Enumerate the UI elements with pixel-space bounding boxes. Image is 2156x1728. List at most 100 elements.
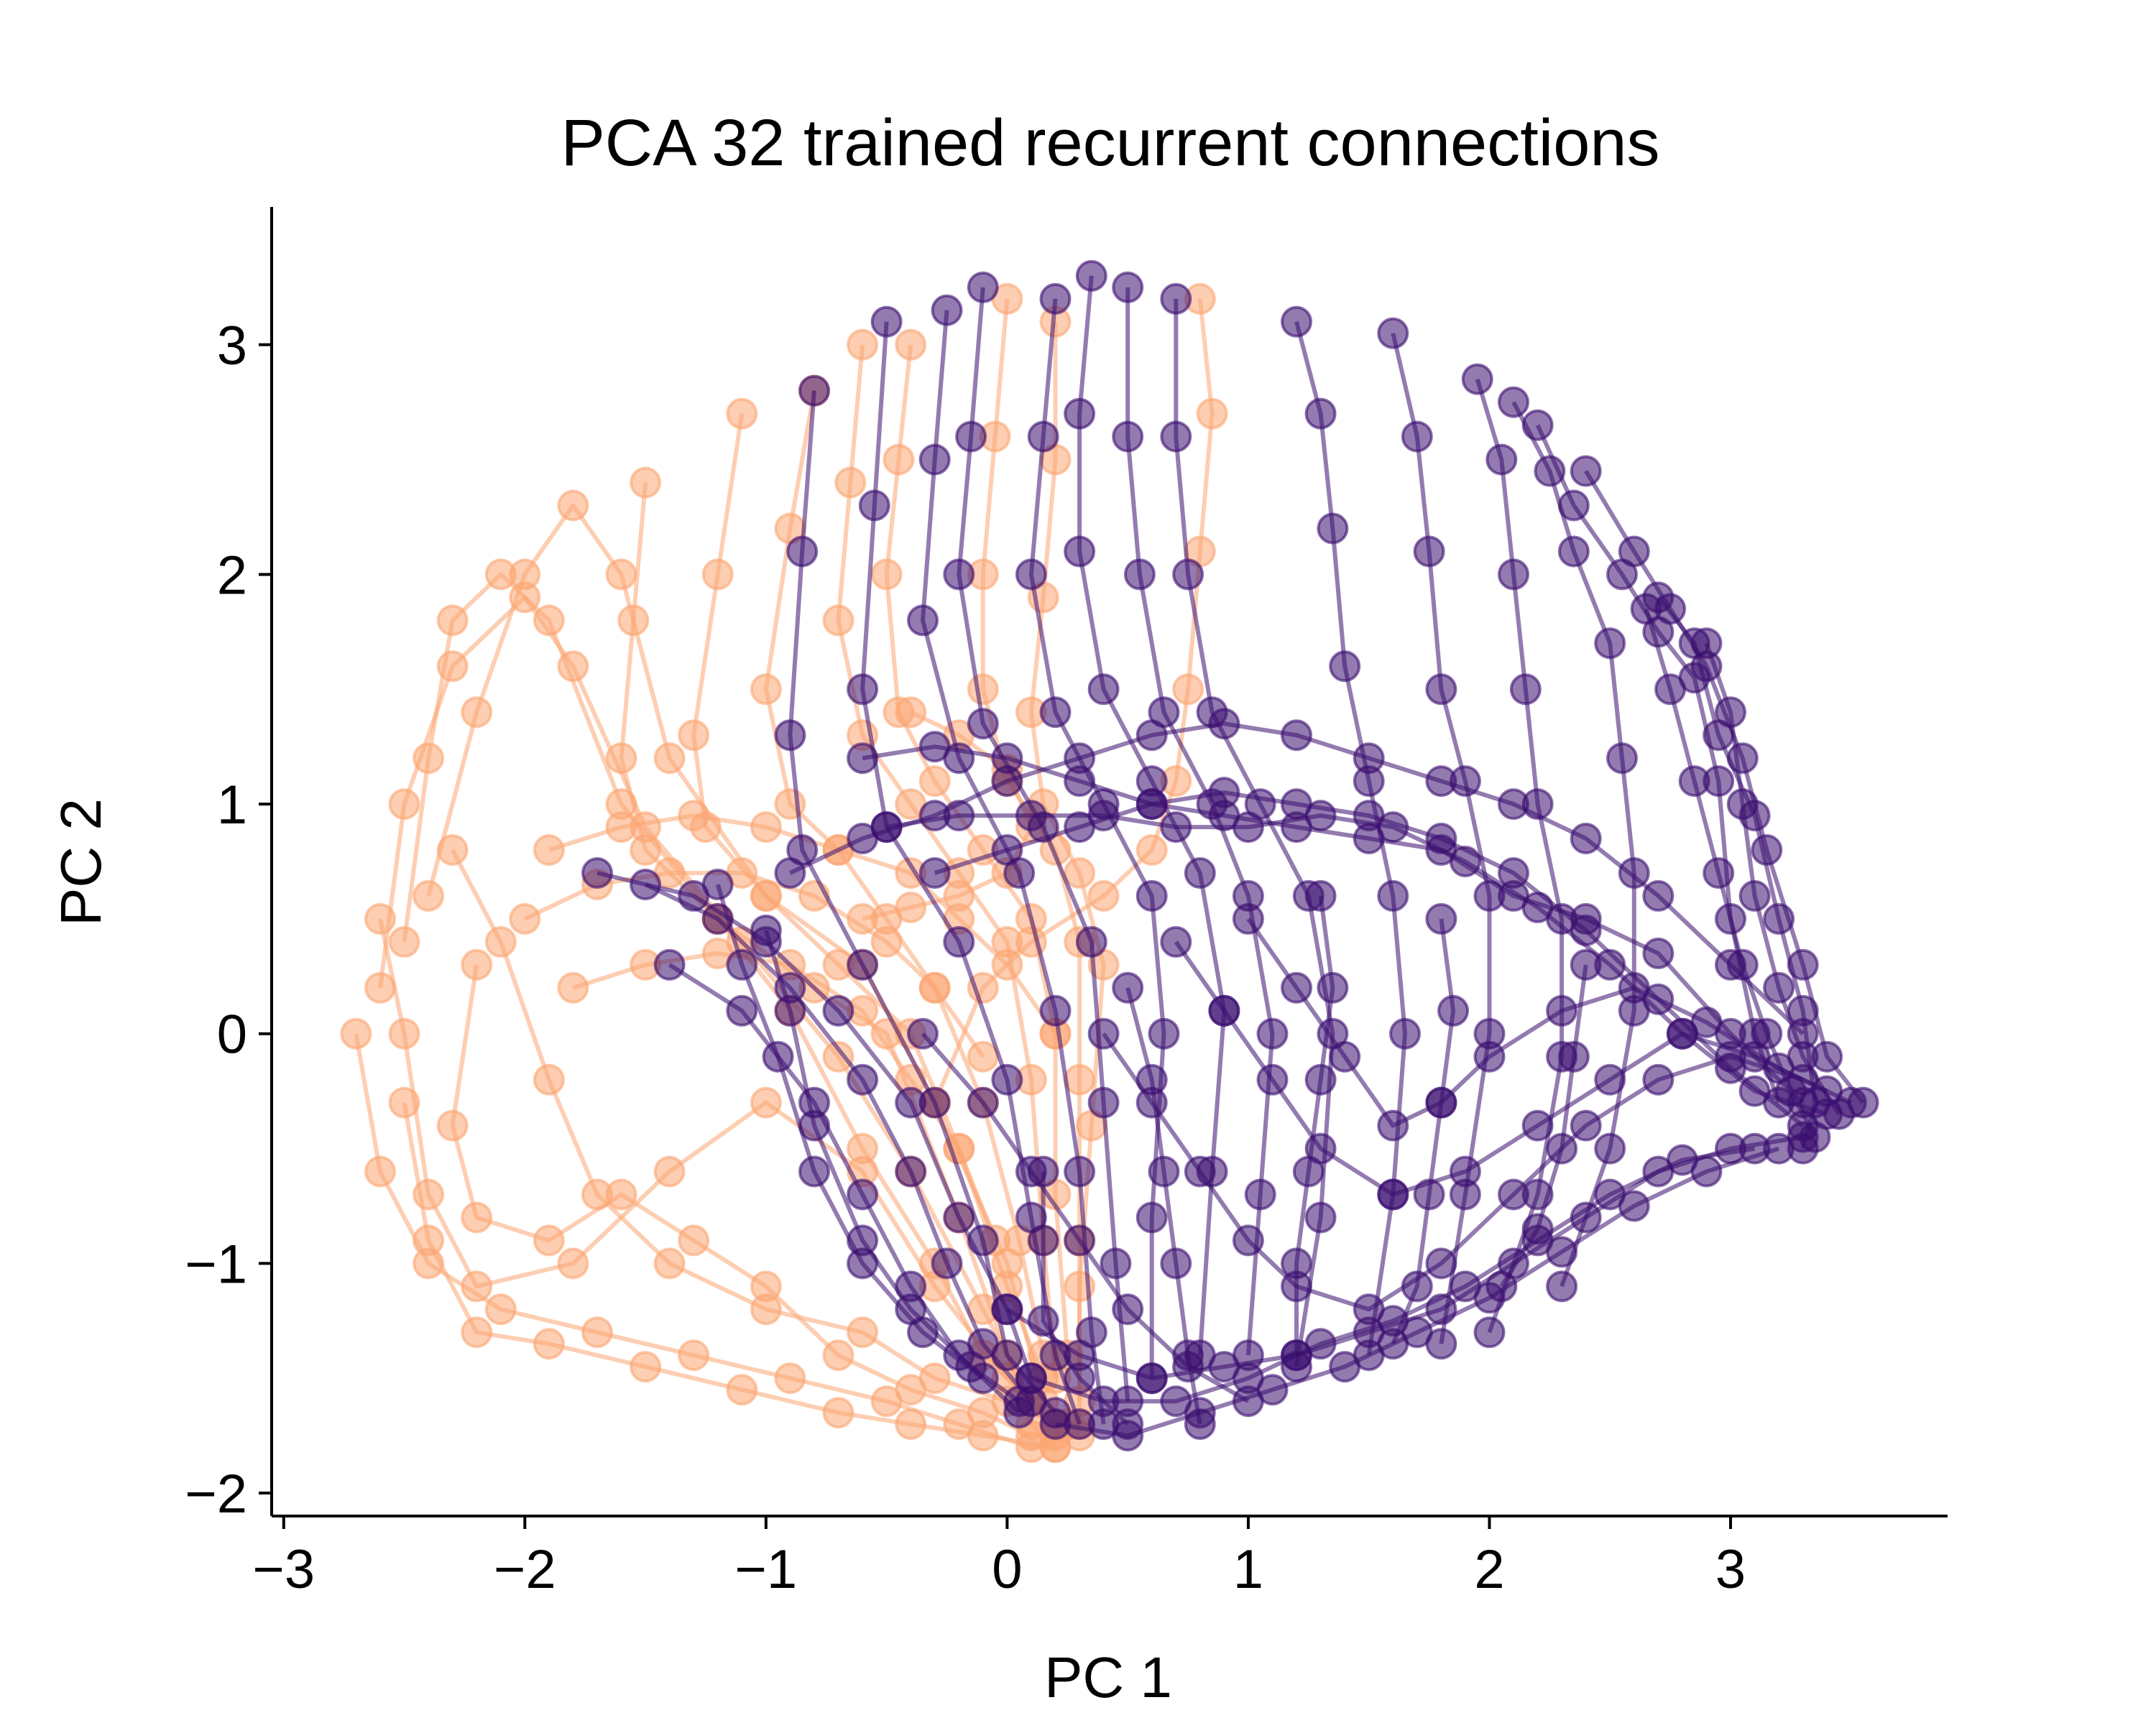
- data-point-orange-3-5: [678, 1339, 710, 1372]
- data-point-orange-7-9: [967, 1397, 999, 1429]
- data-point-purple-4-1: [1027, 420, 1059, 453]
- data-point-orange-6-6: [847, 1316, 879, 1349]
- data-point-purple-24-0: [1015, 1362, 1047, 1395]
- data-point-orange-11-0: [847, 328, 879, 361]
- y-ticks: −2 −1 0 1 2 3: [185, 315, 272, 1525]
- data-point-purple-16-4: [895, 1155, 927, 1188]
- data-point-purple-34-3: [1160, 1247, 1192, 1280]
- data-point-purple-30-0: [774, 857, 806, 889]
- data-point-purple-33-2: [1015, 1155, 1047, 1188]
- data-point-purple-20-0: [847, 742, 879, 775]
- data-point-orange-5-1: [388, 1017, 420, 1050]
- data-point-orange-8-1: [617, 604, 650, 637]
- data-point-purple-30-2: [918, 800, 951, 832]
- data-point-purple-21-2: [1015, 800, 1047, 832]
- data-point-purple-35-1: [1317, 971, 1349, 1004]
- x-tick-label: −2: [494, 1539, 556, 1600]
- data-point-orange-5-6: [750, 1086, 782, 1119]
- x-tick-label: 0: [992, 1539, 1022, 1600]
- data-point-purple-3-0: [967, 271, 999, 303]
- data-point-purple-34-4: [1172, 1339, 1204, 1372]
- data-point-orange-1-2: [436, 650, 469, 683]
- data-point-purple-11-2: [1557, 535, 1590, 568]
- data-point-purple-27-5: [1449, 1155, 1481, 1188]
- data-point-orange-4-2: [461, 1316, 493, 1349]
- data-point-purple-27-4: [1377, 1178, 1409, 1211]
- data-point-purple-27-2: [1256, 1063, 1289, 1096]
- data-point-orange-3-4: [581, 1316, 613, 1349]
- data-point-purple-1-2: [847, 673, 879, 706]
- data-point-orange-13-7: [1064, 1063, 1096, 1096]
- y-tick-label: 0: [217, 1004, 247, 1066]
- data-point-orange-16-3: [750, 811, 782, 844]
- data-point-purple-10-1: [1485, 443, 1518, 476]
- data-point-orange-11-1: [834, 466, 867, 499]
- data-point-purple-3-6: [1087, 1086, 1120, 1119]
- data-point-orange-0-0: [388, 925, 420, 958]
- data-point-purple-12-1: [1557, 489, 1590, 522]
- data-point-purple-29-4: [1112, 1408, 1144, 1441]
- data-point-purple-22-2: [1064, 811, 1096, 844]
- data-point-purple-10-8: [1473, 1316, 1506, 1349]
- data-point-purple-22-0: [918, 857, 951, 889]
- data-point-purple-25-8: [1618, 1190, 1650, 1222]
- data-point-purple-26-5: [1353, 1293, 1385, 1326]
- data-point-orange-7-4: [605, 1178, 637, 1211]
- data-point-purple-0-4: [847, 948, 879, 981]
- data-point-purple-33-6: [1232, 1385, 1264, 1418]
- data-point-purple-9-2: [1413, 535, 1445, 568]
- data-point-purple-2-6: [1064, 1155, 1096, 1188]
- data-point-purple-30-9: [1425, 765, 1457, 798]
- data-point-purple-34-0: [1112, 971, 1144, 1004]
- data-point-orange-7-7: [822, 1339, 854, 1372]
- data-point-purple-33-1: [967, 1086, 999, 1119]
- data-point-purple-2-5: [1039, 994, 1072, 1027]
- data-point-purple-16-3: [847, 1063, 879, 1096]
- data-point-orange-8-0: [630, 466, 662, 499]
- trajectory-line-orange-6: [451, 849, 1056, 1426]
- data-point-purple-20-1: [918, 731, 951, 763]
- data-point-purple-5-2: [1064, 535, 1096, 568]
- data-point-purple-4-0: [1039, 282, 1072, 315]
- data-point-orange-16-7: [991, 948, 1023, 981]
- data-point-purple-25-9: [1690, 1155, 1723, 1188]
- data-point-orange-12-0: [895, 328, 927, 361]
- data-point-purple-28-6: [1546, 994, 1578, 1027]
- data-point-purple-9-1: [1401, 420, 1433, 453]
- data-point-purple-27-7: [1594, 1063, 1626, 1096]
- data-point-purple-27-6: [1521, 1109, 1554, 1142]
- data-point-purple-27-0: [1160, 925, 1192, 958]
- x-tick-label: −3: [252, 1539, 315, 1600]
- data-point-purple-37-2: [1546, 1132, 1578, 1165]
- data-point-purple-36-0: [1425, 902, 1457, 935]
- data-point-purple-31-6: [1774, 1075, 1807, 1107]
- data-point-purple-19-5: [955, 1351, 987, 1383]
- data-point-purple-32-1: [1715, 696, 1746, 729]
- data-point-purple-33-0: [907, 1017, 939, 1050]
- data-point-orange-11-2: [822, 604, 854, 637]
- data-point-purple-31-2: [1678, 765, 1710, 798]
- data-point-purple-8-6: [1389, 1017, 1421, 1050]
- data-point-orange-13-3: [967, 673, 999, 706]
- data-point-purple-28-5: [1473, 1040, 1506, 1073]
- data-point-purple-4-2: [1015, 558, 1047, 591]
- data-point-orange-1-4: [557, 650, 589, 683]
- data-point-purple-28-2: [1329, 1040, 1361, 1073]
- data-point-purple-21-5: [1232, 811, 1264, 844]
- data-point-orange-7-2: [461, 1201, 493, 1234]
- data-point-purple-3-5: [1075, 925, 1107, 958]
- data-point-purple-26-3: [1232, 1224, 1264, 1257]
- data-point-purple-11-3: [1594, 627, 1626, 660]
- data-point-purple-10-3: [1509, 673, 1542, 706]
- data-point-purple-21-4: [1160, 811, 1192, 844]
- data-point-orange-1-0: [364, 971, 396, 1004]
- data-point-purple-19-1: [774, 994, 806, 1027]
- data-point-orange-6-1: [484, 925, 517, 958]
- data-point-orange-3-3: [484, 1293, 517, 1326]
- data-point-purple-30-10: [1498, 788, 1529, 821]
- data-point-purple-25-7: [1546, 1236, 1578, 1268]
- data-point-orange-12-2: [870, 558, 903, 591]
- data-point-orange-2-3: [557, 489, 589, 522]
- data-point-purple-3-3: [967, 708, 999, 740]
- data-point-purple-11-0: [1498, 386, 1529, 418]
